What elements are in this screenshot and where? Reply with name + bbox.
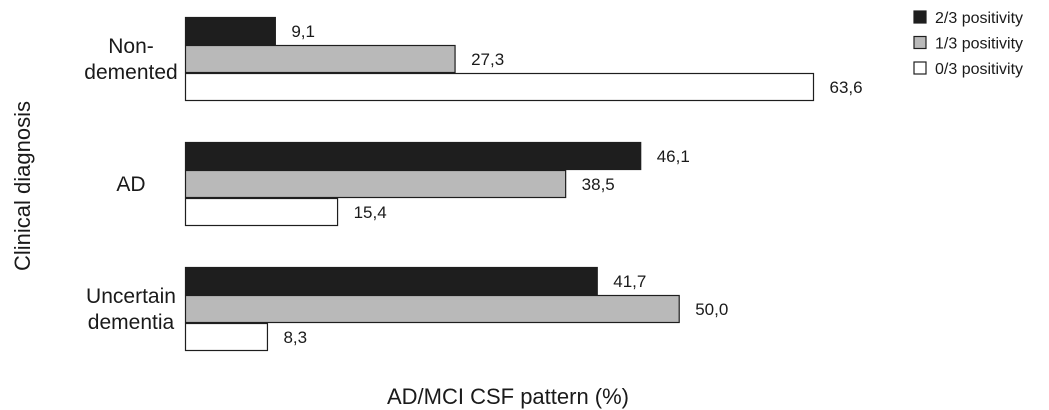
category-label: AD [116,173,145,196]
category-label: Non- [108,35,154,58]
data-label: 8,3 [283,328,307,347]
category-labels: Non-demented AD Uncertain dementia [84,35,177,334]
bar [184,294,680,324]
legend-swatch [913,10,927,24]
data-label: 38,5 [582,175,615,194]
y-axis-label: Clinical diagnosis [10,101,35,271]
value-labels: 9,1 27,3 63,6 46,1 38,5 15,4 41,7 50,0 8,3 [283,22,862,347]
legend-swatch [913,35,927,50]
bar [184,72,815,102]
bar [184,141,642,171]
data-label: 50,0 [695,300,728,319]
legend: 2/3 positivity 1/3 positivity 0/3 positivi… [913,10,1023,78]
bar [184,266,598,296]
bar [184,197,339,227]
data-label: 41,7 [613,272,646,291]
x-axis-label: AD/MCI CSF pattern (%) [387,384,629,409]
category-label: dementia [88,311,175,334]
legend-label: 0/3 positivity [935,61,1023,78]
bars [184,16,815,352]
data-label: 9,1 [291,22,315,41]
data-label: 27,3 [471,50,504,69]
bar [184,169,567,199]
bar [184,322,269,352]
data-label: 15,4 [354,203,387,222]
data-label: 63,6 [830,78,863,97]
category-label: demented [84,61,177,84]
category-label: Uncertain [86,285,176,308]
bar [184,44,456,74]
legend-label: 1/3 positivity [935,36,1023,53]
legend-swatch [913,61,927,75]
bar [184,16,276,46]
legend-label: 2/3 positivity [935,10,1023,27]
data-label: 46,1 [657,147,690,166]
